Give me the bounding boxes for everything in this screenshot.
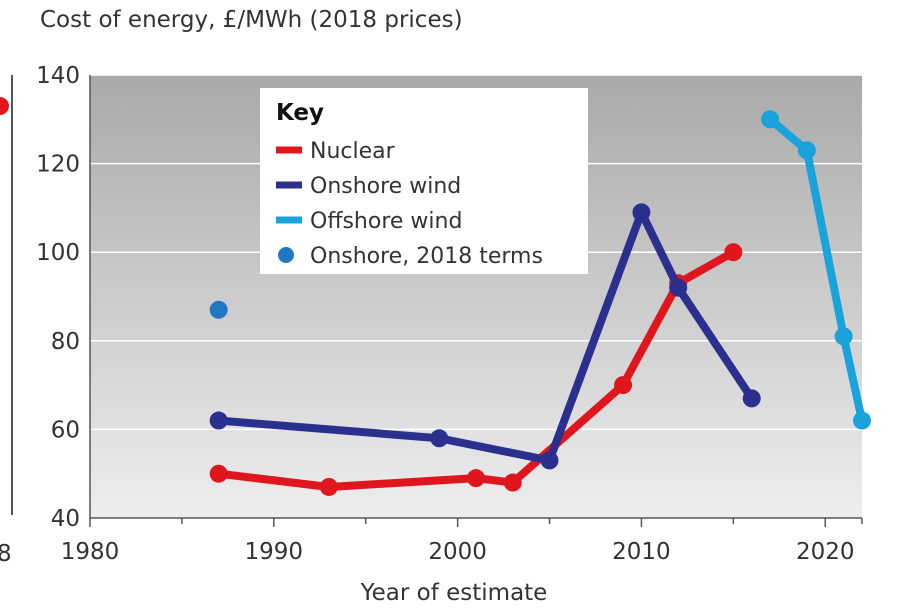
series-onshore-wind <box>209 203 761 470</box>
y-tick-label: 120 <box>36 152 80 178</box>
y-tick-label: 40 <box>51 506 80 532</box>
data-point-onshore-2018-terms <box>209 300 228 319</box>
x-tick-label: 2010 <box>612 539 671 565</box>
data-point-onshore-wind <box>742 389 761 408</box>
edge-marker <box>0 97 9 116</box>
x-tick-label: 1980 <box>61 539 120 565</box>
y-tick-label: 100 <box>36 240 80 266</box>
data-point-onshore-wind <box>632 203 651 222</box>
data-point-onshore-wind <box>430 429 449 448</box>
data-point-nuclear <box>614 376 633 395</box>
legend-title: Key <box>276 100 324 126</box>
y-tick-label: 60 <box>51 417 80 443</box>
data-point-onshore-wind <box>540 451 559 470</box>
chart-title: Cost of energy, £/MWh (2018 prices) <box>40 7 463 33</box>
data-point-offshore-wind <box>834 327 853 346</box>
data-point-onshore-wind <box>209 411 228 430</box>
x-axis-title: Year of estimate <box>360 580 548 606</box>
series-line-onshore-wind <box>214 208 756 465</box>
legend-box <box>260 88 588 274</box>
legend-label: Nuclear <box>310 139 396 164</box>
x-tick-label: 2000 <box>428 539 487 565</box>
data-point-nuclear <box>467 469 485 488</box>
data-point-offshore-wind <box>761 110 780 129</box>
data-point-offshore-wind <box>853 411 871 430</box>
series-onshore-2018-terms <box>209 300 228 319</box>
legend: Key Nuclear Onshore wind Offshore wind Onsh… <box>260 88 588 274</box>
y-tick-label: 80 <box>51 329 80 355</box>
series-offshore-wind <box>761 110 871 430</box>
series-line-offshore-wind <box>766 115 866 425</box>
axes: 40 60 80 100 120 140 1980 1990 2000 2010 2020 <box>36 63 863 565</box>
data-point-nuclear <box>724 243 743 262</box>
data-point-onshore-wind <box>669 278 688 297</box>
legend-label: Onshore wind <box>310 174 461 199</box>
x-tick-label: 2020 <box>796 539 855 565</box>
legend-swatch <box>278 247 294 263</box>
data-point-nuclear <box>319 477 338 496</box>
edge-tick-fragment: 8 <box>0 541 12 567</box>
x-tick-label: 1990 <box>245 539 304 565</box>
series-layer <box>209 110 871 496</box>
data-point-nuclear <box>209 464 228 483</box>
data-point-offshore-wind <box>797 141 816 160</box>
y-tick-label: 140 <box>36 63 80 89</box>
legend-label: Offshore wind <box>310 209 462 234</box>
data-point-nuclear <box>503 473 522 492</box>
legend-label: Onshore, 2018 terms <box>310 244 543 269</box>
